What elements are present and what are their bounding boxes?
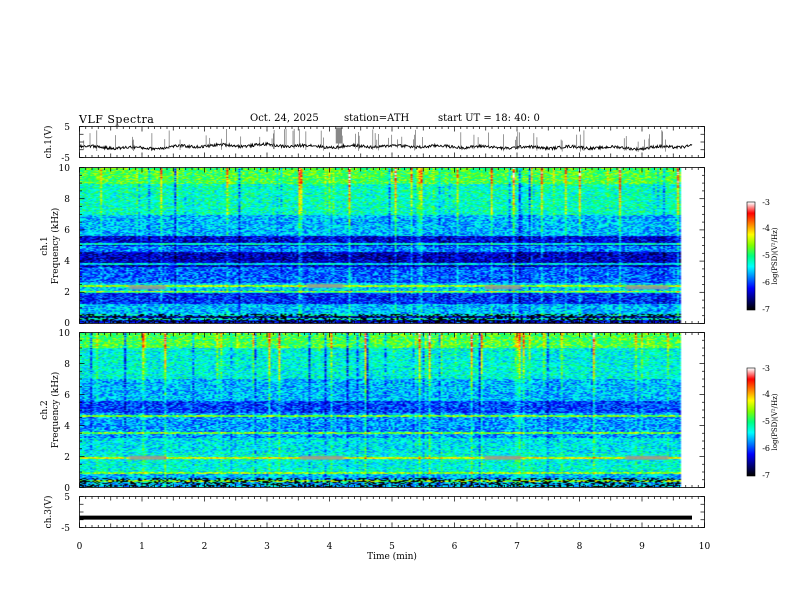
ch2-spec-frame — [79, 332, 705, 488]
colorbar-2-tick-labels: -3 -4 -5 -6 -7 — [762, 364, 770, 480]
colorbar-tick-label: -6 — [762, 444, 770, 453]
colorbar-1 — [747, 202, 755, 310]
x-tick-label: 0 — [77, 542, 83, 552]
x-tick-label: 3 — [264, 542, 270, 552]
date-label: Oct. 24, 2025 — [250, 113, 319, 124]
y-tick-label: 6 — [64, 391, 70, 401]
ch1-spike-lines — [83, 127, 666, 152]
colorbar-tick-label: -7 — [762, 305, 770, 314]
ch1-noise-block — [335, 127, 342, 144]
colorbar-tick-label: -3 — [762, 198, 770, 207]
colorbar-tick-label: -3 — [762, 364, 770, 373]
x-tick-label: 1 — [139, 542, 145, 552]
ch1-spectrogram-heatmap — [80, 168, 693, 323]
x-tick-label: 2 — [202, 542, 208, 552]
y-tick-label: 0 — [64, 319, 70, 329]
x-tick-label: 9 — [639, 542, 645, 552]
ch1-spec-ylabel: ch.1 — [40, 236, 50, 255]
colorbar-tick-label: -5 — [762, 251, 770, 260]
colorbar-1-label: log(PSD)(V²/Hz) — [771, 227, 779, 284]
y-tick-label: -5 — [61, 524, 70, 534]
ch3-wave-ylabel: ch.3(V) — [43, 496, 54, 529]
colorbar-1-tick-labels: -3 -4 -5 -6 -7 — [762, 198, 770, 314]
colorbar-2-label: log(PSD)(V²/Hz) — [771, 393, 779, 450]
colorbar-tick-label: -4 — [762, 390, 770, 399]
ch2-spec-ylabel: ch.2 — [40, 400, 50, 419]
x-tick-label: 10 — [699, 542, 711, 552]
y-tick-label: 4 — [64, 422, 70, 432]
colorbar-tick-label: -5 — [762, 417, 770, 426]
x-tick-labels: 0 1 2 3 4 5 6 7 8 9 10 — [77, 542, 711, 552]
y-tick-label: 4 — [64, 257, 70, 267]
x-tick-label: 7 — [514, 542, 520, 552]
colorbar-2-frame — [746, 367, 756, 477]
start-time-label: start UT = 18: 40: 0 — [438, 113, 540, 124]
chart-title: VLF Spectra — [79, 113, 155, 126]
y-tick-label: 5 — [64, 493, 70, 503]
ch1-wave-ylabel: ch.1(V) — [43, 126, 54, 159]
colorbar-1-frame — [746, 201, 756, 311]
y-tick-label: 5 — [64, 123, 70, 133]
ch1-waveform-line — [79, 141, 693, 152]
colorbar-2 — [747, 368, 755, 476]
station-label: station=ATH — [344, 113, 410, 124]
x-tick-label: 4 — [327, 542, 333, 552]
y-tick-label: 8 — [64, 360, 70, 370]
x-axis-ticks — [79, 126, 705, 528]
y-axis-ticks — [79, 126, 705, 528]
y-tick-labels: 5 -5 10 8 6 4 2 0 10 8 6 4 2 0 5 -5 — [59, 123, 71, 534]
colorbar-tick-label: -4 — [762, 224, 770, 233]
ch2-spec-freq-label: Frequency (kHz) — [50, 372, 61, 449]
colorbar-tick-label: -7 — [762, 471, 770, 480]
y-tick-label: 2 — [64, 453, 70, 463]
ch2-spectrogram-heatmap — [80, 333, 693, 487]
y-tick-label: 0 — [64, 484, 70, 494]
y-tick-label: 2 — [64, 288, 70, 298]
x-tick-label: 8 — [577, 542, 583, 552]
colorbar-tick-label: -6 — [762, 278, 770, 287]
y-tick-label: 6 — [64, 226, 70, 236]
y-tick-label: -5 — [61, 154, 70, 164]
y-tick-label: 10 — [59, 164, 71, 174]
ch1-spec-freq-label: Frequency (kHz) — [50, 208, 61, 285]
x-tick-label: 6 — [452, 542, 458, 552]
x-axis-label: Time (min) — [367, 551, 417, 562]
ch1-spec-frame — [79, 167, 705, 324]
y-tick-label: 10 — [59, 329, 71, 339]
y-tick-label: 8 — [64, 195, 70, 205]
x-tick-label: 5 — [389, 542, 395, 552]
